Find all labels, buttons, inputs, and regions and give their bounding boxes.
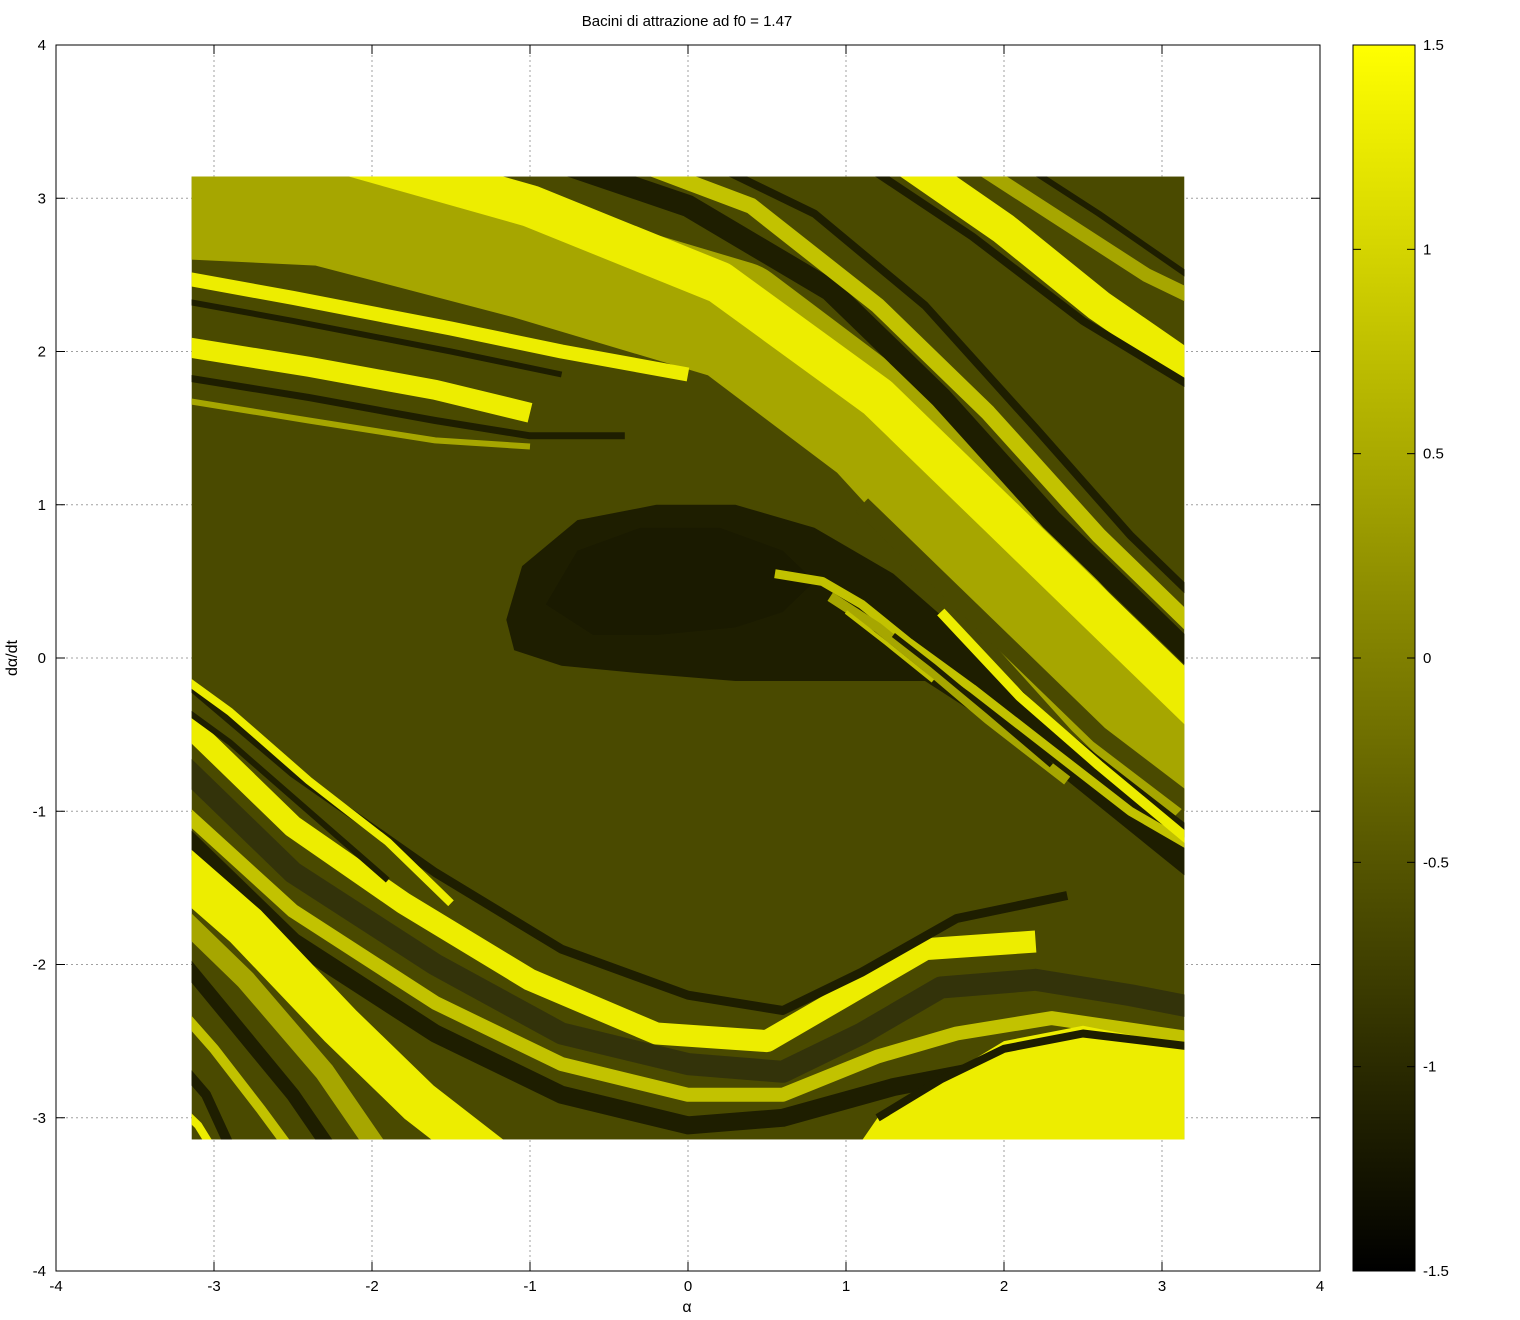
y-tick-label: 2 — [38, 344, 46, 361]
basin-band — [191, 809, 1185, 1102]
basin-band — [981, 176, 1185, 302]
heatmap-area — [191, 176, 1185, 1140]
basin-band — [1035, 176, 1185, 277]
x-tick-label: 1 — [842, 1278, 850, 1295]
basin-band — [855, 498, 1185, 812]
colorbar-tick-label: -1 — [1423, 1059, 1436, 1076]
spiral-arm — [774, 569, 1185, 848]
y-tick-label: 4 — [38, 37, 46, 54]
colorbar-ticks: -1.5 -1 -0.5 0 0.5 1 1.5 — [1353, 37, 1449, 1280]
x-tick-label: -2 — [365, 1278, 378, 1295]
axis-ticks: -4 -3 -2 -1 0 1 2 3 4 -4 -3 -2 -1 0 1 2 3 4 — [33, 37, 1325, 1295]
basin-band — [191, 272, 690, 382]
basin-band — [875, 1029, 1185, 1122]
y-tick-label: -2 — [33, 957, 46, 974]
basin-band — [348, 176, 1185, 725]
basin-band — [191, 1113, 212, 1140]
x-tick-label: 3 — [1158, 1278, 1166, 1295]
colorbar-tick-label: 1 — [1423, 241, 1431, 258]
y-axis-label: dα/dt — [4, 639, 21, 675]
colorbar-tick-label: 1.5 — [1423, 37, 1444, 54]
basin-band — [191, 176, 1185, 824]
basin-band — [191, 710, 390, 883]
basin-band — [191, 1015, 290, 1140]
colorbar-tick-label: 0 — [1423, 650, 1431, 667]
basin-band — [191, 678, 454, 907]
basin-band — [191, 375, 625, 440]
x-axis-label: α — [682, 1299, 691, 1316]
y-tick-label: 3 — [38, 190, 46, 207]
x-tick-label: 0 — [684, 1278, 692, 1295]
basin-band — [191, 337, 533, 423]
basin-band — [900, 176, 1185, 385]
basin-band — [191, 913, 384, 1140]
x-tick-label: 2 — [1000, 1278, 1008, 1295]
basin-band — [567, 176, 1185, 665]
basin-band — [875, 176, 1185, 388]
basin-band — [191, 830, 975, 1135]
basin-band — [191, 1070, 233, 1140]
x-tick-label: -1 — [523, 1278, 536, 1295]
basin-band — [191, 849, 504, 1140]
basin-band — [728, 176, 1185, 594]
x-tick-label: -3 — [207, 1278, 220, 1295]
y-tick-label: -1 — [33, 803, 46, 820]
basin-band — [191, 299, 563, 378]
spiral-arm — [827, 592, 1071, 785]
basin-band — [191, 398, 531, 450]
colorbar-tick-label: 0.5 — [1423, 446, 1444, 463]
y-tick-label: -3 — [33, 1110, 46, 1127]
basin-band — [650, 176, 1185, 630]
x-tick-label: 4 — [1316, 1278, 1324, 1295]
colorbar-tick-label: -1.5 — [1423, 1263, 1449, 1280]
spiral-arm — [844, 610, 935, 683]
y-tick-label: 0 — [38, 650, 46, 667]
y-tick-label: 1 — [38, 497, 46, 514]
central-core — [545, 527, 815, 635]
colorbar-tick-label: -0.5 — [1423, 854, 1449, 871]
x-tick-label: -4 — [49, 1278, 62, 1295]
chart-title: Bacini di attrazione ad f0 = 1.47 — [582, 13, 793, 30]
spiral-arm — [891, 633, 1054, 768]
basin-band — [937, 608, 1185, 843]
basin-band — [191, 712, 1037, 1053]
basin-band — [191, 758, 1185, 1083]
lower-right-lobe — [862, 1025, 1185, 1140]
basin-band — [191, 960, 333, 1140]
y-tick-label: -4 — [33, 1263, 46, 1280]
colorbar — [1352, 44, 1416, 1272]
